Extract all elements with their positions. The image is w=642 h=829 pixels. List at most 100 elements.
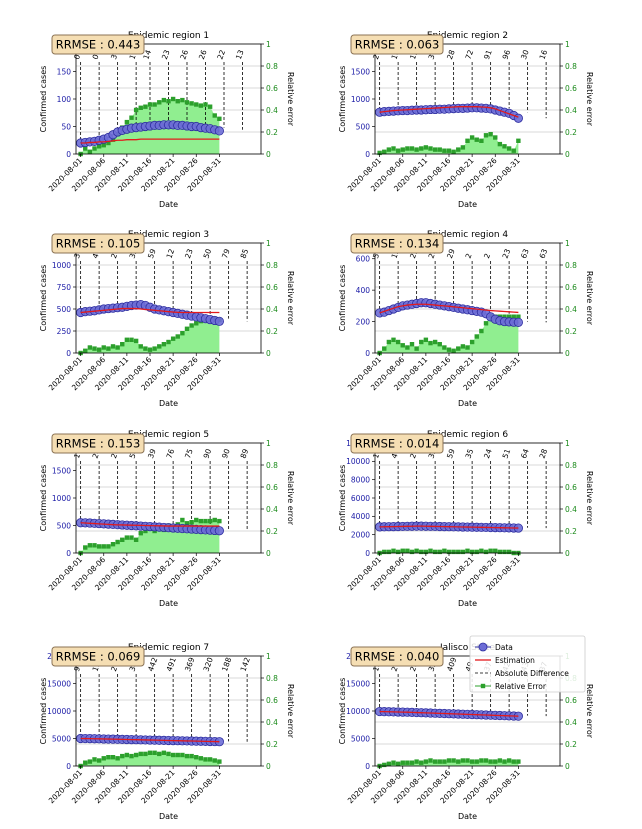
rrmse-badge (51, 34, 145, 55)
relative-error-point (391, 146, 396, 151)
relative-error-point (87, 759, 93, 764)
relative-error-point (152, 346, 157, 351)
relative-error-point (147, 102, 153, 107)
relative-error-point (400, 548, 405, 553)
relative-error-point (184, 326, 190, 331)
relative-error-point (115, 756, 120, 761)
relative-error-point (203, 757, 208, 762)
annotation-label: 30 (519, 48, 531, 60)
legend-label-data: Data (495, 643, 513, 652)
relative-error-point (194, 755, 199, 760)
y-tick-label: 100 (57, 95, 72, 104)
relative-error-point (419, 146, 424, 151)
y2-tick-label: 1 (266, 439, 271, 448)
annotation-label: 12 (165, 247, 177, 259)
relative-error-point (479, 138, 484, 143)
annotation-label: 72 (464, 48, 476, 60)
y-tick-label: 0 (66, 762, 71, 771)
y2-tick-label: 1 (565, 40, 570, 49)
annotation-label: 59 (445, 447, 457, 459)
relative-error-point (106, 755, 111, 760)
relative-error-point (110, 755, 116, 760)
rrmse-badge (51, 233, 145, 254)
relative-error-point (87, 149, 93, 154)
y-tick-label: 15000 (346, 679, 370, 688)
relative-error-point (497, 141, 503, 147)
annotation-label: 5 (371, 252, 381, 260)
relative-error-point (419, 760, 424, 765)
relative-error-point (83, 348, 88, 353)
relative-error-point (502, 759, 507, 764)
y-tick-label: 0 (365, 762, 370, 771)
y-tick-label: 0 (66, 549, 71, 558)
relative-error-point (175, 334, 180, 339)
annotation-label: 91 (482, 48, 494, 60)
annotation-label: 27 (408, 447, 420, 459)
relative-error-point (129, 535, 134, 540)
relative-error-point (120, 342, 125, 347)
relative-error-point (152, 102, 157, 107)
y2-tick-label: 0.4 (266, 305, 278, 314)
annotation-label: 18 (371, 660, 383, 672)
relative-error-point (147, 347, 153, 352)
relative-error-point (143, 528, 148, 534)
y2-tick-label: 0.8 (565, 261, 577, 270)
rrmse-badge (51, 433, 145, 454)
relative-error-point (180, 517, 185, 523)
relative-error-point (506, 758, 512, 763)
annotation-label: 24 (91, 447, 103, 459)
relative-error-point (497, 549, 503, 555)
relative-error-point (129, 115, 134, 120)
annotation-label: 11 (128, 48, 140, 60)
y2-axis-label: Relative error (585, 72, 594, 127)
annotation-label: 35 (464, 447, 476, 459)
annotation-label: 22 (215, 48, 227, 60)
relative-error-point (96, 758, 102, 763)
relative-error-point (106, 140, 111, 146)
relative-error-point (423, 337, 429, 342)
chart-title: Jalisco State (439, 643, 495, 653)
y-axis-label: Confirmed cases (338, 265, 347, 332)
annotation-label: 15 (390, 247, 402, 259)
relative-error-point (198, 103, 204, 108)
relative-error-point (414, 759, 419, 764)
relative-error-point (87, 543, 93, 548)
annotation-label: 0 (91, 53, 101, 61)
relative-error-point (203, 518, 208, 524)
relative-error-point (115, 345, 120, 350)
relative-error-point (96, 144, 102, 149)
relative-error-point (138, 751, 143, 757)
relative-error-point (96, 544, 102, 549)
relative-error-point (391, 548, 396, 553)
relative-error-point (106, 544, 111, 549)
rrmse-text: RRMSE : 0.153 (56, 437, 141, 451)
y-tick-label: 0 (365, 349, 370, 358)
estimation-line (80, 737, 220, 743)
relative-error-point (405, 548, 410, 553)
relative-error-point (386, 339, 392, 345)
relative-error-point (212, 758, 217, 763)
relative-error-point (409, 549, 415, 555)
y2-tick-label: 0.4 (266, 106, 278, 115)
relative-error-point (465, 548, 470, 553)
y-tick-label: 750 (57, 283, 72, 292)
relative-error-point (129, 753, 134, 759)
relative-error-point (465, 758, 470, 763)
y2-tick-label: 0.4 (266, 718, 278, 727)
y2-tick-label: 0 (266, 349, 271, 358)
y-tick-label: 10000 (346, 707, 370, 716)
y-tick-label: 5000 (52, 734, 71, 743)
relative-error-point (409, 146, 415, 151)
y-tick-label: 10000 (346, 457, 370, 466)
y2-tick-label: 0.8 (565, 461, 577, 470)
relative-error-point (465, 345, 470, 350)
annotation-label: 64 (519, 447, 531, 459)
y2-tick-label: 0.2 (266, 527, 278, 536)
relative-error-point (446, 148, 452, 153)
relative-error-point (428, 758, 433, 763)
annotation-label: 23 (160, 48, 172, 60)
relative-error-point (152, 750, 157, 755)
rrmse-badge (350, 433, 444, 454)
y2-tick-label: 0.2 (266, 327, 278, 336)
